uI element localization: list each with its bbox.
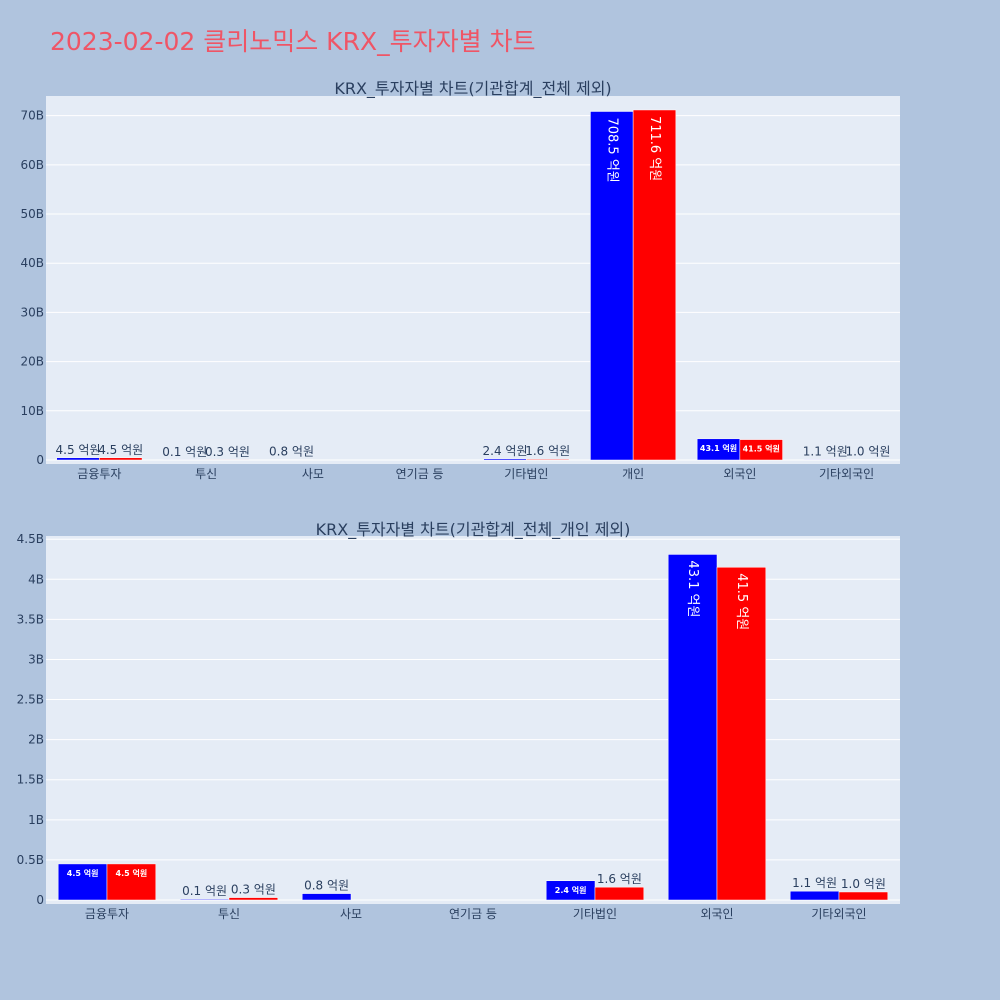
y-tick-label: 40B <box>20 256 44 270</box>
chart-top: 0 10B 20B 30B 40B 50B 60B 70B KRX_투자자별 차트(기관합계_전… <box>20 79 900 481</box>
y-tick-label: 2B <box>28 733 44 747</box>
data-label: 1.0 억원 <box>845 445 890 459</box>
bar <box>594 886 645 901</box>
y-tick-label: 20B <box>20 355 44 369</box>
data-label: 0.1 억원 <box>162 445 207 459</box>
x-tick-label: 사모 <box>302 467 324 481</box>
plot-area <box>46 96 900 464</box>
x-tick-label: 기타외국인 <box>811 907 866 921</box>
x-tick-label: 투신 <box>195 467 217 481</box>
y-tick-label: 0 <box>36 893 44 907</box>
y-tick-label: 1B <box>28 813 44 827</box>
bar <box>667 554 718 901</box>
x-tick-label: 연기금 등 <box>449 907 497 921</box>
data-label: 1.1 억원 <box>792 876 837 890</box>
y-tick-label: 50B <box>20 207 44 221</box>
y-tick-label: 0.5B <box>17 853 44 867</box>
y-tick-label: 3.5B <box>17 612 44 626</box>
data-label: 41.5 억원 <box>734 573 749 630</box>
data-label: 1.6 억원 <box>597 872 642 886</box>
y-tick-label: 60B <box>20 158 44 172</box>
y-tick-label: 4B <box>28 572 44 586</box>
data-label: 0.3 억원 <box>205 445 250 459</box>
bar <box>632 109 677 461</box>
bar <box>803 459 847 461</box>
x-tick-label: 외국인 <box>723 467 756 481</box>
plot-area <box>46 536 900 904</box>
x-tick-label: 기타법인 <box>504 467 548 481</box>
data-label: 43.1 억원 <box>685 560 700 617</box>
x-tick-label: 금융투자 <box>77 467 121 481</box>
data-label: 4.5 억원 <box>56 443 101 457</box>
bar <box>526 458 570 461</box>
bar <box>789 890 840 901</box>
bar <box>739 439 783 461</box>
data-label: 708.5 억원 <box>604 117 619 182</box>
y-tick-label: 4.5B <box>17 532 44 546</box>
x-tick-label: 기타외국인 <box>819 467 874 481</box>
bar <box>106 863 157 901</box>
data-label: 0.3 억원 <box>231 883 276 897</box>
bar <box>179 898 230 901</box>
data-label: 4.5 억원 <box>98 443 143 457</box>
data-label: 0.8 억원 <box>304 879 349 893</box>
data-label: 0.8 억원 <box>269 445 314 459</box>
data-label: 2.4 억원 <box>555 885 587 895</box>
bar <box>590 111 634 461</box>
x-tick-label: 개인 <box>622 467 644 481</box>
data-label: 1.0 억원 <box>841 877 886 891</box>
y-tick-label: 10B <box>20 404 44 418</box>
x-tick-label: 사모 <box>340 907 362 921</box>
bar <box>838 891 889 901</box>
page-title: 2023-02-02 클리노믹스 KRX_투자자별 차트 <box>50 27 536 56</box>
data-label: 4.5 억원 <box>116 868 148 878</box>
data-label: 1.1 억원 <box>803 444 848 458</box>
x-tick-label: 외국인 <box>700 907 733 921</box>
y-tick-label: 2.5B <box>17 693 44 707</box>
chart-title: KRX_투자자별 차트(기관합계_전체_개인 제외) <box>316 520 631 540</box>
data-label: 711.6 억원 <box>647 116 662 181</box>
data-label: 4.5 억원 <box>67 868 99 878</box>
y-tick-label: 0 <box>36 453 44 467</box>
x-tick-label: 기타법인 <box>573 907 617 921</box>
bar <box>228 897 279 901</box>
bar <box>483 458 527 461</box>
data-label: 41.5 억원 <box>743 444 780 454</box>
bar <box>99 457 143 461</box>
y-tick-label: 1.5B <box>17 773 44 787</box>
chart-bottom: 0 0.5B 1B 1.5B 2B 2.5B 3B 3.5B 4B 4.5B KRX_투자자별 차트… <box>17 520 900 921</box>
y-tick-label: 70B <box>20 109 44 123</box>
data-label: 43.1 억원 <box>700 443 737 453</box>
data-label: 2.4 억원 <box>483 444 528 458</box>
x-tick-label: 연기금 등 <box>396 467 444 481</box>
y-tick-label: 30B <box>20 305 44 319</box>
chart-title: KRX_투자자별 차트(기관합계_전체 제외) <box>334 79 611 99</box>
x-tick-label: 투신 <box>218 907 240 921</box>
data-label: 1.6 억원 <box>525 444 570 458</box>
bar <box>716 567 767 901</box>
data-label: 0.1 억원 <box>182 884 227 898</box>
bar <box>56 457 100 461</box>
x-tick-label: 금융투자 <box>85 907 129 921</box>
bar <box>57 863 108 901</box>
y-tick-label: 3B <box>28 652 44 666</box>
bar <box>301 893 352 901</box>
